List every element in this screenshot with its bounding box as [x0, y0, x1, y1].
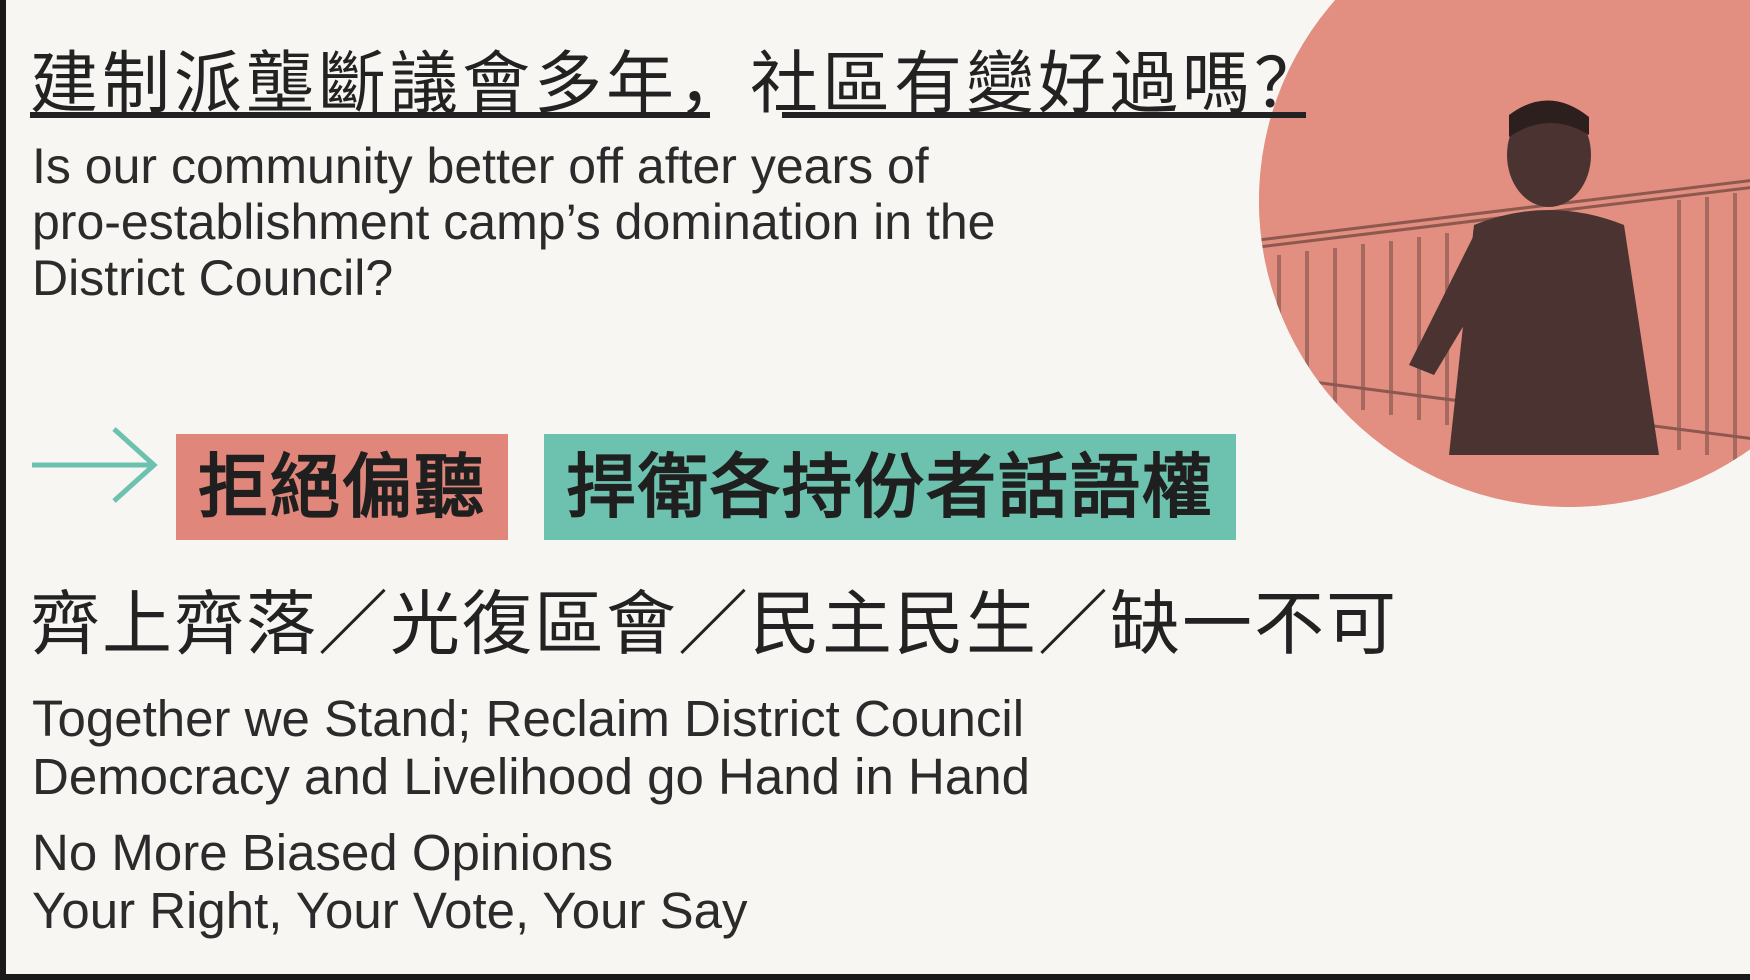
- motto-line: Your Right, Your Vote, Your Say: [32, 882, 748, 939]
- motto-line: Democracy and Livelihood go Hand in Hand: [32, 748, 1030, 805]
- candidate-photo: [1259, 0, 1750, 507]
- motto-english: Together we Stand; Reclaim District Coun…: [32, 690, 1030, 940]
- motto-line: No More Biased Opinions: [32, 824, 614, 881]
- slogan-chinese: 齊上齊落／光復區會／民主民生／缺一不可: [30, 583, 1398, 665]
- question-line: pro-establishment camp’s domination in t…: [32, 194, 996, 250]
- spacer: [32, 806, 1030, 824]
- headline: 建制派壟斷議會多年，社區有變好過嗎？: [30, 28, 1326, 127]
- headline-underline-1: [30, 112, 710, 118]
- tag-reject-bias: 拒絕偏聽: [176, 434, 508, 540]
- headline-part-2: 社區有變好過嗎？: [750, 45, 1327, 124]
- candidate-photo-illustration: [1259, 0, 1750, 507]
- arrow-right-icon: [32, 427, 158, 503]
- question-line: Is our community better off after years …: [32, 138, 929, 194]
- headline-part-1: 建制派壟斷議會多年，: [30, 45, 751, 124]
- tag-stakeholder-voice: 捍衛各持份者話語權: [544, 434, 1236, 540]
- flyer-page: 建制派壟斷議會多年，社區有變好過嗎？ Is our community bett…: [6, 0, 1750, 974]
- headline-underline-2: [782, 112, 1306, 118]
- question-line: District Council?: [32, 250, 394, 306]
- question-english: Is our community better off after years …: [32, 138, 995, 306]
- motto-line: Together we Stand; Reclaim District Coun…: [32, 690, 1025, 747]
